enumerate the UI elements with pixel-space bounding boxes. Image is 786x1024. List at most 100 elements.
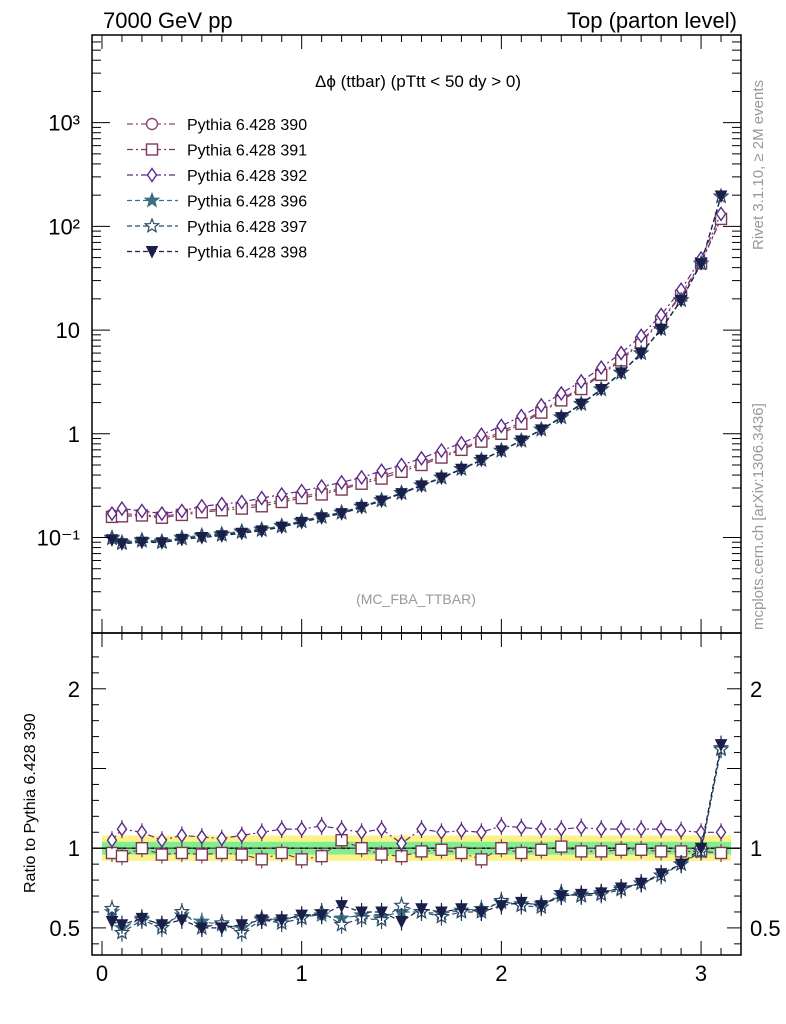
y-tick-label: 1	[68, 422, 80, 447]
data-point	[574, 398, 588, 412]
ratio-point	[105, 916, 119, 929]
data-point	[315, 512, 328, 525]
data-point	[376, 463, 387, 479]
ratio-point	[476, 824, 487, 840]
data-point	[235, 527, 249, 541]
data-point	[135, 536, 149, 550]
legend-label: Pythia 6.428 390	[187, 117, 307, 134]
ratio-point	[594, 887, 608, 900]
ratio-point	[555, 821, 567, 837]
ratio-point	[355, 841, 368, 855]
ratio-point	[435, 843, 448, 856]
ratio-point	[316, 818, 327, 834]
ratio-point	[515, 896, 528, 910]
data-point	[255, 525, 269, 538]
ratio-point	[714, 846, 728, 860]
header-right: Top (parton level)	[567, 8, 737, 33]
data-point	[534, 424, 548, 438]
ratio-tick-label-right: 0.5	[750, 916, 781, 941]
ratio-tick-label-right: 1	[750, 836, 762, 861]
ratio-point	[296, 821, 308, 837]
ratio-point	[615, 821, 627, 837]
ratio-point	[175, 914, 189, 928]
data-point	[396, 457, 407, 473]
data-point	[415, 480, 428, 493]
data-point	[416, 450, 427, 467]
ratio-point	[295, 853, 308, 866]
ratio-point	[195, 922, 209, 936]
ratio-point	[176, 827, 188, 844]
ratio-point	[275, 914, 289, 928]
ratio-point	[436, 824, 447, 840]
ratio-point	[115, 919, 129, 932]
data-point	[555, 385, 567, 402]
data-point	[236, 494, 248, 510]
data-point	[196, 498, 208, 515]
data-point	[116, 500, 128, 517]
legend-label: Pythia 6.428 391	[187, 143, 307, 160]
ratio-point	[415, 845, 428, 858]
ratio-point	[255, 853, 268, 866]
data-point	[635, 328, 647, 344]
ratio-point	[475, 906, 488, 920]
ratio-point	[496, 818, 507, 834]
ratio-point	[135, 912, 149, 926]
ratio-point	[634, 843, 648, 856]
ratio-point	[635, 821, 647, 837]
ratio-tick-label-left: 2	[68, 677, 80, 702]
legend-marker	[143, 191, 161, 208]
ratio-point	[535, 843, 548, 856]
ratio-point	[396, 835, 407, 852]
ratio-point	[115, 849, 129, 863]
data-point	[216, 496, 228, 512]
ratio-point	[654, 845, 668, 858]
ratio-point	[276, 821, 288, 837]
ratio-point	[216, 830, 228, 847]
data-point	[674, 294, 688, 308]
ratio-point	[456, 822, 467, 839]
ratio-point	[575, 819, 587, 836]
y-tick-label: 10	[56, 318, 80, 343]
side-label-mcplots: mcplots.cern.ch [arXiv:1306.3436]	[750, 403, 767, 630]
ratio-point	[336, 821, 347, 837]
ratio-point	[315, 849, 328, 863]
ratio-point	[333, 916, 350, 932]
data-point	[614, 367, 628, 380]
data-point	[295, 516, 308, 530]
ratio-point	[156, 832, 168, 848]
ratio-point	[375, 906, 388, 920]
data-point	[615, 345, 627, 361]
data-point	[115, 538, 129, 551]
ratio-point	[355, 906, 368, 920]
ratio-point	[715, 824, 727, 840]
axes: 0 1 2 3 10⁻¹ 1 10 10² 10³ 0.5 0.5 1 1 2 2	[37, 34, 781, 986]
data-point	[475, 454, 488, 468]
series-line-0	[111, 217, 722, 517]
data-point	[715, 206, 727, 222]
data-point	[155, 537, 169, 550]
ratio-plot-area	[103, 735, 730, 942]
legend-marker	[146, 167, 158, 183]
data-point	[594, 384, 608, 397]
data-point	[356, 469, 367, 486]
ratio-point	[295, 909, 308, 923]
ratio-point	[475, 853, 488, 866]
ratio-point	[135, 841, 149, 855]
header-left: 7000 GeV pp	[103, 8, 233, 33]
data-point	[515, 408, 527, 424]
ratio-point	[215, 922, 229, 936]
data-point	[595, 359, 607, 376]
ratio-point	[574, 888, 588, 902]
ratio-point	[495, 900, 508, 913]
ratio-point	[235, 919, 249, 932]
y-tick-label: 10⁻¹	[37, 525, 80, 550]
data-point	[554, 412, 568, 425]
data-point	[495, 445, 508, 458]
ratio-point	[395, 916, 408, 929]
ratio-point	[155, 919, 169, 932]
analysis-tag: (MC_FBA_TTBAR)	[356, 591, 476, 607]
ratio-tick-label-right: 2	[750, 677, 762, 702]
ratio-point	[655, 821, 667, 837]
data-point	[335, 508, 348, 521]
ratio-point	[534, 900, 548, 913]
